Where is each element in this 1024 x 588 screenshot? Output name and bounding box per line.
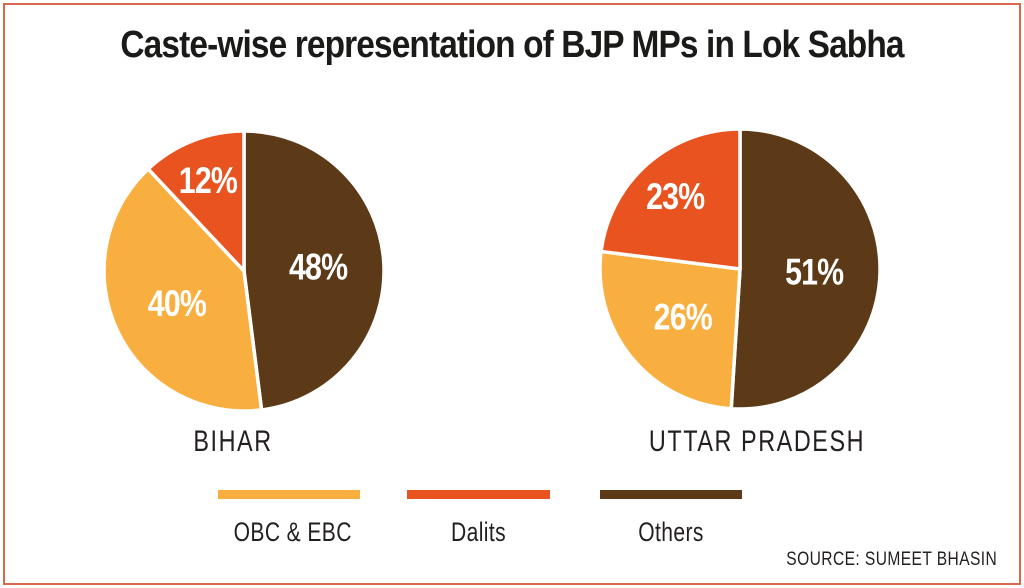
pie-chart-uttar-pradesh: 51% 26% 23% xyxy=(598,127,882,411)
slice-value-label-dalits: 12% xyxy=(179,160,238,202)
legend-item-dalits: Dalits xyxy=(407,490,550,548)
source-credit: SOURCE: SUMEET BHASIN xyxy=(786,549,997,570)
chart-title: Caste-wise representation of BJP MPs in … xyxy=(120,24,904,66)
slice-value-label-obc-ebc: 26% xyxy=(654,297,713,339)
slice-value-label-others: 51% xyxy=(785,252,844,294)
legend-swatch-dalits xyxy=(407,490,550,499)
slice-obc-ebc xyxy=(598,249,742,411)
state-label-bihar: BIHAR xyxy=(193,425,273,458)
slice-value-label-obc-ebc: 40% xyxy=(148,283,207,325)
legend-label-others: Others xyxy=(638,517,704,547)
pie-chart-bihar: 48% 40% 12% xyxy=(102,129,386,413)
slice-others xyxy=(729,127,882,411)
legend-swatch-obc-ebc xyxy=(218,490,360,499)
slice-others xyxy=(242,129,386,412)
slice-value-label-others: 48% xyxy=(289,247,348,289)
slice-value-label-dalits: 23% xyxy=(646,176,705,218)
legend-item-obc-ebc: OBC & EBC xyxy=(218,490,360,548)
slice-obc-ebc xyxy=(102,167,264,413)
legend-label-dalits: Dalits xyxy=(450,517,506,547)
legend-label-obc-ebc: OBC & EBC xyxy=(233,517,352,547)
legend-item-others: Others xyxy=(600,490,742,548)
slice-dalits xyxy=(146,129,246,273)
state-label-uttar-pradesh: UTTAR PRADESH xyxy=(648,425,866,458)
legend-swatch-others xyxy=(600,490,742,499)
slice-dalits xyxy=(599,127,742,271)
